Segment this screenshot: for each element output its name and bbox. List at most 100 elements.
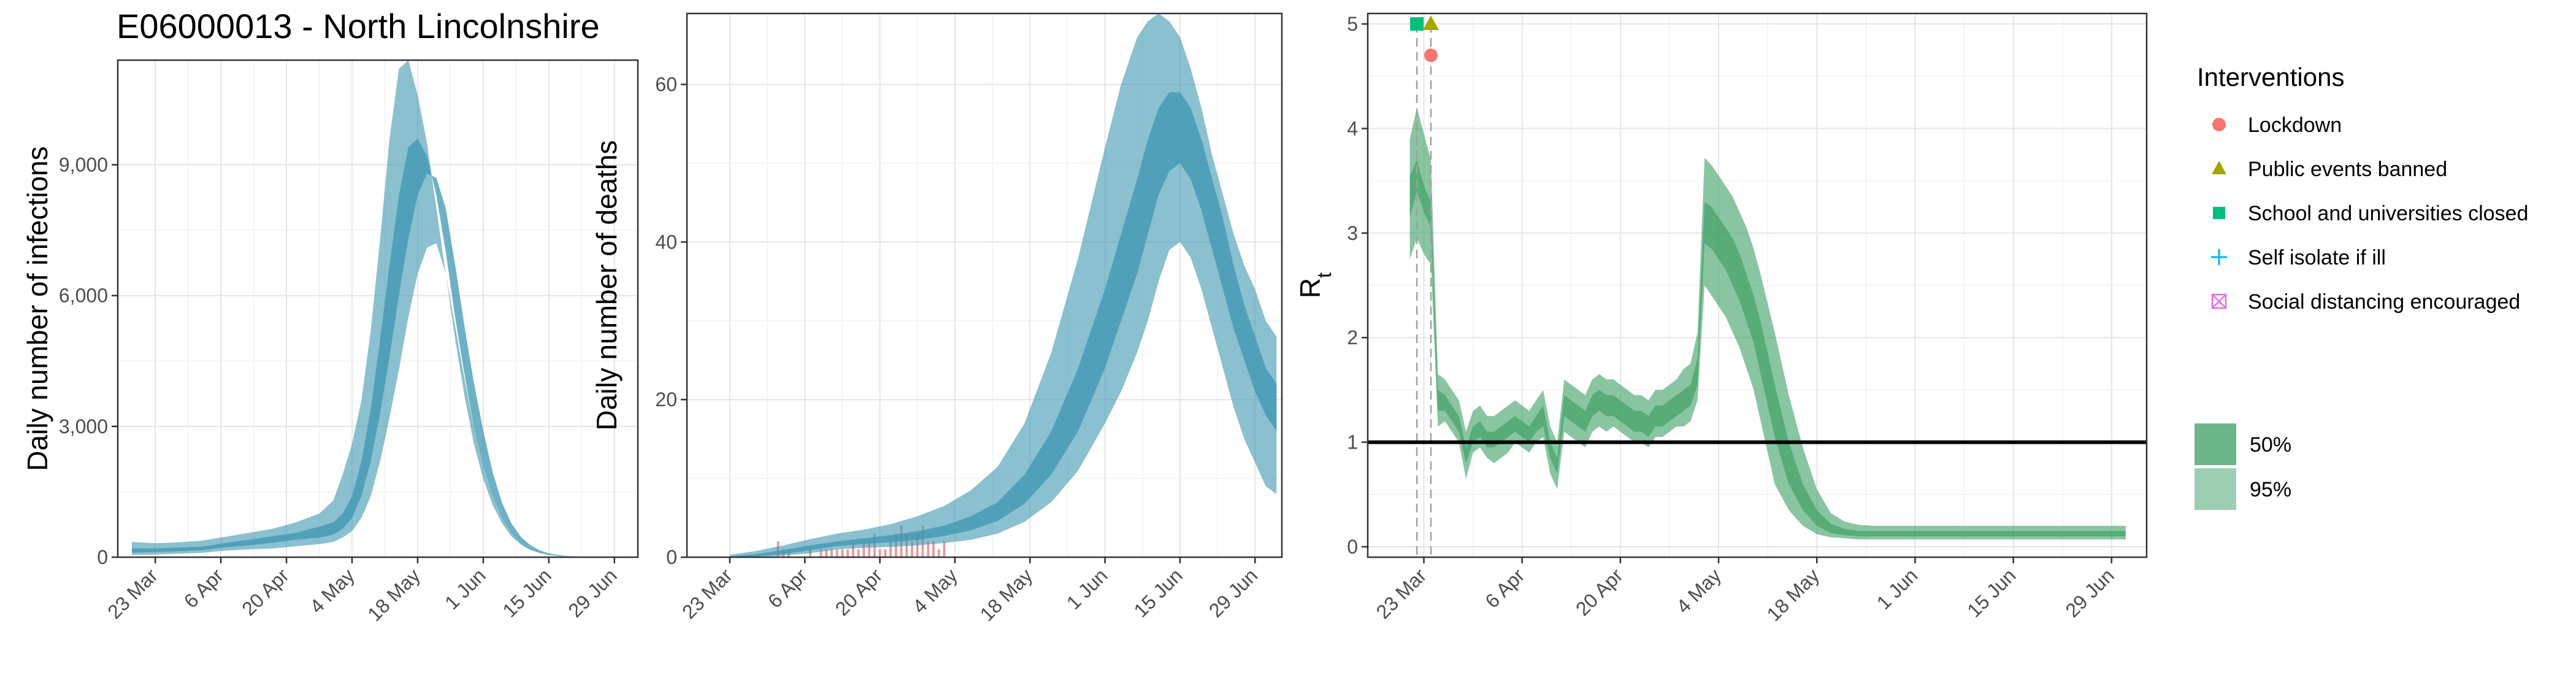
self-isolate-icon: [2211, 249, 2227, 265]
y-tick-label: 0: [1347, 536, 1358, 558]
y-tick-label: 2: [1347, 326, 1358, 349]
legend-band-item: 50%: [2195, 423, 2291, 465]
x-tick-label: 6 Apr: [180, 564, 228, 612]
legend-band-label: 50%: [2250, 433, 2291, 457]
panel-border: [1367, 12, 2148, 558]
y-tick-label: 5: [1347, 13, 1358, 35]
legend-title: Interventions: [2197, 63, 2344, 91]
legend-item: Public events banned: [2212, 158, 2447, 181]
x-tick-label: 1 Jun: [440, 564, 490, 614]
legend-band-swatch: [2195, 423, 2236, 465]
intervention-marker-square: [1410, 17, 1424, 31]
legend-item-label: Public events banned: [2248, 158, 2447, 181]
y-axis-title: Daily number of infections: [21, 146, 53, 471]
legend-band-item: 95%: [2195, 468, 2291, 510]
x-tick-label: 20 Apr: [831, 564, 887, 620]
legend-band-swatch: [2195, 468, 2236, 510]
x-tick-label: 1 Jun: [1062, 564, 1112, 614]
deaths-panel: 0 20 40 60 23 Mar 6 Apr 20 Apr 4 May 18 May 1 Jun…: [591, 12, 1283, 625]
observed-deaths-bar: [889, 541, 892, 557]
legend: Interventions Lockdown Public events banne…: [2195, 63, 2528, 510]
band-95: [729, 14, 1277, 557]
observed-deaths-bar: [868, 541, 871, 557]
legend-item: School and universities closed: [2213, 202, 2528, 225]
x-tick-label: 29 Jun: [2061, 564, 2118, 621]
public-events-icon: [2212, 161, 2226, 174]
y-tick-label: 20: [655, 388, 677, 411]
legend-item-label: Social distancing encouraged: [2248, 290, 2520, 314]
chart-title: E06000013 - North Lincolnshire: [117, 7, 600, 45]
x-tick-label: 29 Jun: [564, 564, 621, 621]
observed-deaths-bar: [819, 549, 822, 557]
observed-deaths-bar: [878, 549, 881, 557]
legend-item-label: Lockdown: [2248, 114, 2342, 137]
intervention-marker-triangle: [1422, 15, 1439, 31]
y-tick-label: 9,000: [59, 154, 108, 176]
x-tick-label: 20 Apr: [1571, 564, 1627, 620]
observed-deaths-bar: [943, 541, 946, 557]
school-closed-icon: [2213, 207, 2225, 219]
legend-item: Self isolate if ill: [2211, 246, 2386, 269]
observed-deaths-bar: [932, 541, 935, 557]
observed-deaths-bar: [835, 549, 838, 557]
observed-deaths-bar: [841, 549, 844, 557]
x-tick-label: 4 May: [305, 564, 359, 617]
infections-panel: 0 3,000 6,000 9,000 23 Mar 6 Apr 20 Apr 4 May 18…: [21, 59, 639, 625]
y-tick-label: 1: [1347, 431, 1358, 453]
panel-border: [117, 59, 639, 558]
x-tick-label: 4 May: [908, 564, 962, 617]
x-tick-label: 18 May: [1763, 564, 1824, 625]
x-tick-label: 23 Mar: [1372, 564, 1431, 623]
x-tick-label: 4 May: [1672, 564, 1725, 617]
intervention-marker-circle: [1424, 48, 1438, 63]
observed-deaths-bar: [851, 541, 854, 557]
y-tick-label: 4: [1347, 117, 1358, 139]
rt-panel: 0 1 2 3 4 5 23 Mar 6 Apr 20 Apr 4 May 18 May 1 Jun 1…: [1294, 12, 2148, 625]
x-tick-label: 20 Apr: [237, 564, 293, 620]
legend-band-label: 95%: [2250, 478, 2291, 501]
x-tick-label: 6 Apr: [1481, 564, 1529, 612]
observed-deaths-bar: [911, 541, 913, 557]
x-tick-label: 1 Jun: [1873, 564, 1922, 614]
x-tick-label: 6 Apr: [764, 564, 812, 612]
legend-item-label: School and universities closed: [2248, 202, 2528, 225]
y-tick-label: 40: [655, 231, 677, 253]
y-axis-title-sub: t: [1313, 272, 1335, 278]
x-tick-label: 15 Jun: [1963, 564, 2020, 621]
y-axis-title: Rt: [1294, 272, 1335, 298]
observed-deaths-bar: [825, 549, 828, 557]
observed-deaths-bar: [846, 549, 849, 557]
y-tick-label: 0: [97, 546, 108, 568]
observed-deaths-bar: [857, 549, 860, 557]
observed-deaths-bar: [916, 533, 919, 557]
legend-item: Social distancing encouraged: [2211, 290, 2520, 314]
legend-item: Lockdown: [2212, 114, 2342, 137]
x-tick-label: 18 May: [976, 564, 1037, 625]
observed-deaths-bar: [884, 549, 887, 557]
band-95: [1409, 107, 2126, 540]
legend-item-label: Self isolate if ill: [2248, 246, 2386, 269]
observed-deaths-bar: [862, 541, 865, 557]
y-tick-label: 3,000: [59, 415, 108, 438]
x-tick-label: 23 Mar: [103, 564, 162, 623]
band-50: [729, 92, 1277, 557]
lockdown-icon: [2212, 118, 2226, 131]
x-tick-label: 18 May: [363, 564, 424, 625]
x-tick-label: 29 Jun: [1205, 564, 1262, 621]
panel-border: [686, 12, 1283, 558]
band-95: [131, 60, 624, 557]
x-tick-label: 15 Jun: [498, 564, 555, 621]
y-axis-title-main: R: [1294, 278, 1326, 298]
y-tick-label: 60: [655, 74, 677, 96]
x-tick-label: 15 Jun: [1130, 564, 1187, 621]
x-tick-label: 23 Mar: [678, 564, 737, 623]
y-tick-label: 6,000: [59, 285, 108, 307]
y-axis-title: Daily number of deaths: [591, 140, 623, 430]
observed-deaths-bar: [927, 541, 930, 557]
social-distancing-icon: [2211, 293, 2227, 309]
observed-deaths-bar: [830, 549, 833, 557]
observed-deaths-bar: [937, 549, 940, 557]
y-tick-label: 3: [1347, 222, 1358, 244]
y-tick-label: 0: [666, 546, 677, 568]
